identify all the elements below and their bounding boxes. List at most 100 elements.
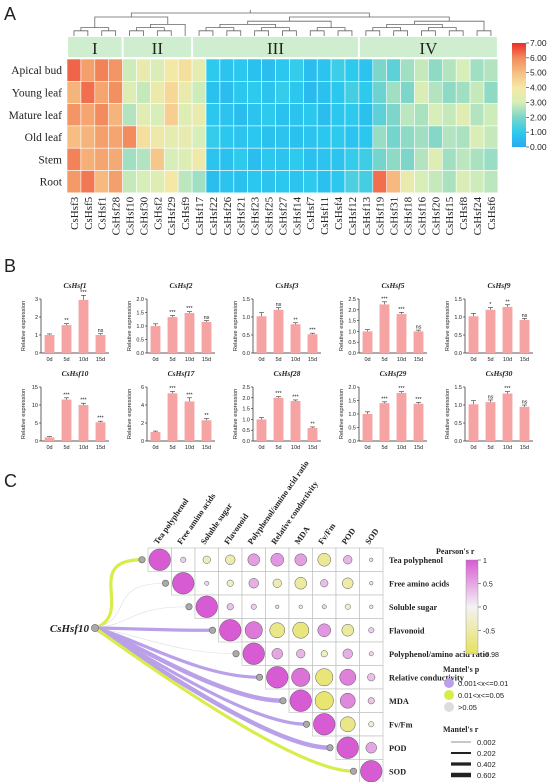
column-label: CsHsf30 bbox=[138, 196, 150, 235]
column-label: CsHsf10 bbox=[125, 196, 137, 235]
bar bbox=[519, 319, 530, 353]
column-label: CsHsf2 bbox=[152, 197, 164, 230]
heatmap-cell bbox=[344, 103, 360, 127]
heatmap-cell bbox=[455, 147, 471, 171]
x-tick-label: 10d bbox=[397, 357, 406, 363]
x-tick-label: 5d bbox=[63, 445, 69, 451]
x-tick-label: 10d bbox=[79, 357, 88, 363]
correlation-circle bbox=[247, 553, 260, 566]
bar bbox=[307, 334, 318, 353]
column-variable-label: POD bbox=[340, 527, 357, 547]
column-label: CsHsf6 bbox=[486, 196, 498, 230]
correlation-circle bbox=[266, 666, 289, 689]
significance-label: ns bbox=[416, 325, 422, 331]
heatmap-cell bbox=[247, 147, 262, 171]
mantel-endpoint bbox=[349, 767, 357, 775]
correlation-circle bbox=[271, 648, 283, 660]
y-tick-label: 0.0 bbox=[454, 439, 462, 445]
bar-chart-ylabel: Relative expression bbox=[127, 389, 133, 440]
heatmap-cell bbox=[177, 103, 193, 127]
heatmap-cell bbox=[372, 147, 387, 171]
heatmap-cell bbox=[66, 170, 82, 194]
y-tick-label: 2.0 bbox=[348, 385, 356, 391]
correlation-circle bbox=[180, 556, 187, 563]
significance-label: ns bbox=[522, 313, 528, 319]
mantel-endpoint bbox=[279, 697, 287, 705]
column-label: CsHsf1 bbox=[97, 197, 109, 230]
heatmap-cell bbox=[330, 125, 346, 149]
y-tick-label: 3 bbox=[35, 297, 38, 303]
heatmap-cell bbox=[400, 81, 415, 104]
correlation-circle bbox=[315, 668, 334, 687]
column-variable-label: MDA bbox=[293, 525, 312, 546]
y-tick-label: 0.0 bbox=[348, 351, 356, 357]
significance-label: ** bbox=[505, 299, 510, 305]
column-label: CsHsf4 bbox=[333, 196, 345, 230]
column-label: CsHsf21 bbox=[236, 197, 248, 236]
bar bbox=[485, 309, 496, 353]
heatmap-cell bbox=[94, 103, 110, 127]
bar bbox=[519, 406, 530, 441]
heatmap-cell bbox=[414, 58, 429, 82]
column-label: CsHsf19 bbox=[375, 196, 387, 235]
significance-label: *** bbox=[275, 391, 282, 397]
bar bbox=[273, 397, 284, 441]
bar bbox=[396, 392, 407, 441]
dendrogram-branch bbox=[414, 20, 485, 31]
x-tick-label: 15d bbox=[414, 357, 423, 363]
y-tick-label: 1.0 bbox=[348, 329, 356, 335]
column-label: CsHsf22 bbox=[208, 197, 220, 236]
column-label: CsHsf15 bbox=[444, 196, 456, 235]
mantel-link bbox=[93, 626, 356, 773]
bar-chart-ylabel: Relative expression bbox=[445, 301, 451, 352]
row-variable-label: POD bbox=[389, 744, 407, 753]
bar-chart-title: CsHsf28 bbox=[274, 369, 301, 378]
correlation-circle bbox=[148, 548, 171, 571]
y-tick-label: 1.0 bbox=[454, 403, 462, 409]
heatmap-cell bbox=[122, 170, 137, 194]
heatmap-cell bbox=[386, 147, 401, 171]
heatmap-colorbar bbox=[512, 43, 526, 147]
heatmap-cell bbox=[261, 81, 276, 104]
mantel-endpoint bbox=[232, 650, 240, 658]
correlation-circle bbox=[317, 623, 331, 637]
significance-label: *** bbox=[169, 386, 176, 392]
x-tick-label: 10d bbox=[291, 357, 300, 363]
heatmap-cell bbox=[441, 103, 457, 127]
dendrogram-branch bbox=[254, 30, 269, 36]
cluster-label: I bbox=[92, 39, 98, 58]
heatmap-cell bbox=[344, 147, 360, 171]
x-tick-label: 10d bbox=[185, 445, 194, 451]
x-tick-label: 5d bbox=[487, 445, 493, 451]
x-tick-label: 10d bbox=[503, 357, 512, 363]
row-label: Stem bbox=[38, 154, 62, 166]
bar bbox=[78, 405, 89, 441]
heatmap-cell bbox=[191, 58, 207, 82]
significance-label: * bbox=[489, 302, 492, 308]
heatmap-cell bbox=[66, 81, 82, 104]
heatmap-cell bbox=[275, 125, 290, 149]
heatmap-cell bbox=[289, 103, 304, 127]
heatmap-cell bbox=[247, 81, 262, 104]
heatmap-cell bbox=[122, 58, 137, 82]
heatmap-cell bbox=[177, 81, 193, 104]
cluster-label: III bbox=[267, 39, 284, 58]
bar-chart-title: CsHsf9 bbox=[488, 281, 511, 290]
heatmap-cell bbox=[164, 81, 179, 104]
heatmap-cell bbox=[205, 81, 221, 104]
heatmap-cell bbox=[344, 81, 360, 104]
x-tick-label: 5d bbox=[381, 357, 387, 363]
bar bbox=[167, 317, 178, 353]
source-label: CsHsf10 bbox=[50, 623, 90, 635]
bar bbox=[61, 325, 72, 353]
y-tick-label: 0.0 bbox=[136, 351, 144, 357]
correlation-circle bbox=[369, 581, 374, 586]
heatmap-cell bbox=[469, 58, 485, 82]
heatmap-cell bbox=[233, 103, 249, 127]
heatmap-cell bbox=[191, 103, 207, 127]
bar bbox=[95, 422, 106, 441]
heatmap-cell bbox=[233, 170, 249, 194]
heatmap-cell bbox=[428, 125, 443, 149]
